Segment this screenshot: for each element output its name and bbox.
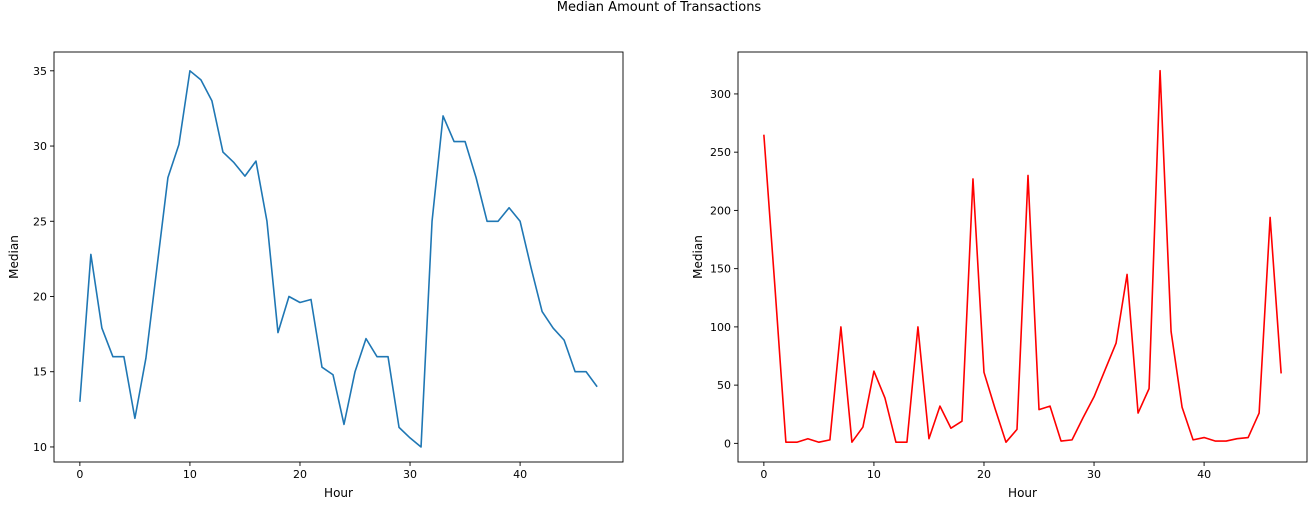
series-line-1 [79,70,598,448]
y-tick-label: 0 [724,437,731,450]
y-axis-label: Median [7,235,21,279]
y-tick-label: 50 [717,379,731,392]
y-tick-label: 15 [33,366,47,379]
y-tick-label: 300 [710,88,731,101]
chart-2: 0 10 20 30 40 0 50 100 150 200 250 300 Hour Median [691,51,1308,500]
x-tick-label: 0 [760,468,767,481]
y-tick-label: 25 [33,215,47,228]
x-tick-label: 40 [1197,468,1211,481]
y-tick-label: 150 [710,263,731,276]
plot-layer: 0 10 20 30 40 10 15 20 25 30 35 Hour Median 0 10 20 30 40… [7,51,1308,500]
chart-1: 0 10 20 30 40 10 15 20 25 30 35 Hour Median [7,51,624,500]
x-tick-label: 10 [867,468,881,481]
x-tick-label: 40 [513,468,527,481]
plot-frame [737,51,1308,463]
y-tick-label: 250 [710,146,731,159]
y-tick-label: 35 [33,65,47,78]
x-axis-label: Hour [324,486,353,500]
series-line-1 [763,69,1282,444]
y-tick-label: 10 [33,441,47,454]
plot-frame [53,51,624,463]
x-axis-label: Hour [1008,486,1037,500]
figure-title: Median Amount of Transactions [557,0,762,15]
y-tick-label: 20 [33,290,47,303]
x-tick-label: 10 [183,468,197,481]
x-tick-label: 0 [76,468,83,481]
x-tick-label: 20 [977,468,991,481]
y-axis-label: Median [691,235,705,279]
x-tick-label: 30 [403,468,417,481]
y-tick-label: 30 [33,140,47,153]
x-tick-label: 20 [293,468,307,481]
y-tick-label: 200 [710,204,731,217]
y-tick-label: 100 [710,321,731,334]
x-tick-label: 30 [1087,468,1101,481]
